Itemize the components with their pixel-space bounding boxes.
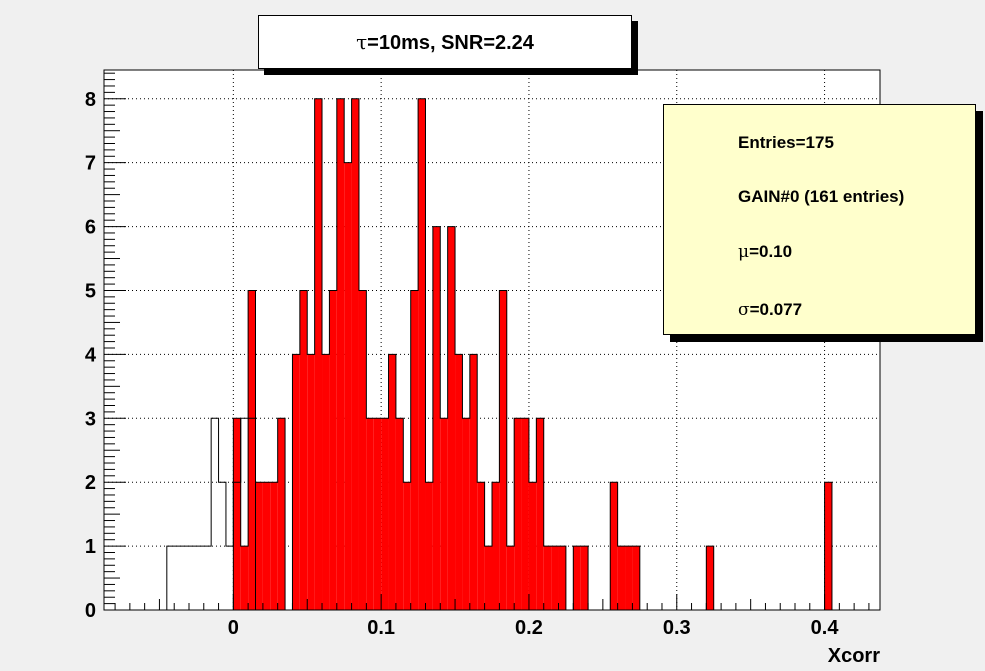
- sigma-value: =0.077: [749, 300, 803, 319]
- histogram-bar: [632, 546, 640, 610]
- y-tick-label: 6: [85, 217, 96, 239]
- histogram-bar: [344, 162, 352, 610]
- histogram-bar: [462, 418, 470, 610]
- plot-frame: [103, 69, 881, 611]
- histogram-bar: [395, 418, 404, 610]
- mu-symbol: μ: [738, 242, 750, 262]
- histogram-bar: [580, 546, 589, 610]
- stats-mu: μ=0.10: [738, 242, 792, 262]
- histogram-bar: [314, 98, 323, 611]
- histogram-bar: [706, 546, 714, 610]
- stats-entries: Entries=175: [738, 133, 834, 152]
- axes: 0 0.1 0.2 0.3 0.4 0 1 2 3 4 5 6 7 8: [85, 72, 870, 639]
- histogram-bar: [270, 482, 278, 610]
- histogram-bar: [455, 354, 463, 610]
- x-tick-label: 0.2: [515, 617, 543, 639]
- histogram-bar: [388, 354, 396, 610]
- histogram-bar: [625, 546, 633, 610]
- histogram-bar: [573, 546, 581, 610]
- histogram-bar: [403, 482, 411, 610]
- histogram-bar: [492, 482, 500, 610]
- x-axis-label: Xcorr: [828, 645, 880, 667]
- histogram-bar: [358, 290, 367, 610]
- histogram-bar: [299, 290, 308, 610]
- y-tick-label: 7: [85, 153, 96, 175]
- histogram-bar: [440, 418, 448, 610]
- chart-title: τ=10ms, SNR=2.24: [356, 30, 534, 55]
- histogram-bar: [521, 418, 529, 610]
- histogram-bar: [447, 226, 456, 610]
- histogram-bar: [499, 290, 507, 610]
- sigma-symbol: σ: [738, 300, 750, 320]
- title-tau-symbol: τ: [356, 29, 368, 54]
- histogram-bar: [366, 418, 374, 610]
- histogram-bar: [262, 482, 271, 610]
- histogram-bar: [255, 482, 263, 610]
- histogram-bar: [418, 98, 426, 611]
- y-tick-label: 8: [85, 89, 96, 111]
- histogram-bar: [824, 482, 832, 610]
- histogram-bar: [329, 290, 337, 610]
- histogram-bar: [277, 418, 286, 610]
- histogram-bar: [558, 546, 566, 610]
- histogram-bar: [292, 354, 300, 610]
- histogram-bar: [469, 354, 478, 610]
- histogram-bar: [506, 546, 515, 610]
- histogram-bar: [543, 546, 552, 610]
- y-tick-label: 3: [85, 408, 96, 430]
- y-tick-label: 2: [85, 472, 96, 494]
- histogram-bar: [410, 290, 419, 610]
- histogram-bar: [322, 354, 330, 610]
- histogram-bar: [240, 546, 249, 610]
- x-tick-label: 0.1: [367, 617, 395, 639]
- y-tick-label: 1: [85, 536, 96, 558]
- histogram-bar: [617, 546, 626, 610]
- x-tick-label: 0.4: [811, 617, 840, 639]
- histogram-bar: [528, 482, 537, 610]
- y-tick-label: 4: [85, 344, 97, 366]
- title-text: =10ms, SNR=2.24: [367, 31, 534, 54]
- histogram-bar: [514, 418, 522, 610]
- stats-gain: GAIN#0 (161 entries): [738, 187, 905, 206]
- histogram-bar: [381, 418, 389, 610]
- histogram-bar: [551, 546, 559, 610]
- histogram-bar: [373, 418, 382, 610]
- histogram-bar: [248, 290, 256, 610]
- histogram-bar: [351, 98, 359, 611]
- histogram-bar: [233, 418, 241, 610]
- y-tick-label: 5: [85, 280, 96, 302]
- histogram-bar: [336, 98, 345, 611]
- y-tick-label: 0: [85, 600, 96, 622]
- x-tick-label: 0.3: [663, 617, 691, 639]
- histogram-bar: [536, 418, 544, 610]
- histogram-bar: [477, 482, 485, 610]
- histogram-bar: [484, 546, 492, 610]
- histogram-bar: [425, 482, 433, 610]
- histogram-bar: [610, 482, 618, 610]
- stats-box: Entries=175 GAIN#0 (161 entries) μ=0.10 …: [663, 104, 976, 335]
- x-tick-label: 0: [228, 617, 239, 639]
- histogram-bar: [432, 226, 441, 610]
- histogram-bar: [307, 354, 315, 610]
- chart-title-box: τ=10ms, SNR=2.24: [258, 15, 632, 69]
- histogram-bars: [233, 98, 832, 611]
- mu-value: =0.10: [749, 242, 793, 261]
- stats-sigma: σ=0.077: [738, 300, 802, 320]
